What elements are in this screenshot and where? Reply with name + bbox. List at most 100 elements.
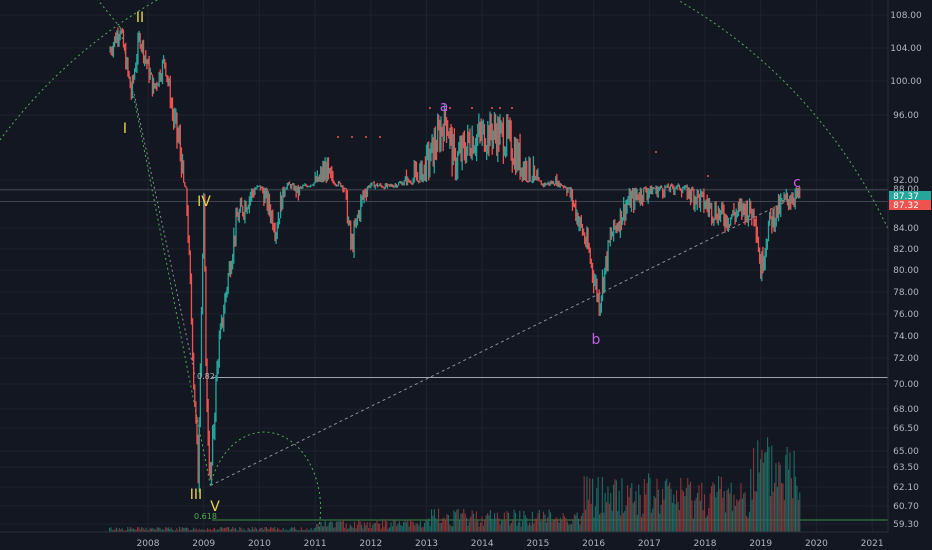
volume-bar (123, 530, 125, 532)
volume-bar (435, 517, 437, 532)
volume-bar (166, 527, 168, 532)
volume-bar (579, 524, 581, 532)
volume-bar (419, 521, 421, 532)
volume-bar (723, 490, 725, 532)
volume-bar (347, 528, 349, 532)
volume-bar (768, 446, 770, 532)
volume-bar (145, 527, 147, 532)
volume-bar (463, 508, 465, 532)
volume-bar (209, 529, 211, 532)
volume-bar (600, 512, 602, 532)
annotation-label: 0.618 (194, 512, 217, 521)
volume-bar (195, 528, 197, 532)
x-tick-label: 2013 (415, 539, 438, 549)
volume-bar (566, 521, 568, 532)
volume-bar (253, 529, 255, 532)
volume-bar (334, 527, 336, 532)
y-tick-label: 66.50 (893, 424, 919, 434)
volume-bar (635, 491, 637, 532)
volume-bar (302, 529, 304, 532)
volume-bar (753, 448, 755, 532)
y-tick-label: 65.00 (893, 447, 919, 457)
volume-bar (628, 496, 630, 532)
volume-bar (617, 511, 619, 532)
volume-bar (692, 518, 694, 532)
volume-bar (667, 486, 669, 532)
marker-dot (491, 107, 493, 109)
volume-bar (449, 524, 451, 532)
y-tick-label: 76.00 (893, 310, 919, 320)
volume-bar (712, 482, 714, 532)
volume-bar (751, 499, 753, 532)
volume-bars (109, 437, 801, 532)
wave-label: V (210, 499, 220, 515)
volume-bar (706, 515, 708, 532)
volume-bar (680, 477, 682, 532)
volume-bar (187, 528, 189, 532)
volume-bar (291, 527, 293, 532)
volume-bar (377, 523, 379, 532)
volume-bar (734, 505, 736, 532)
volume-bar (257, 530, 259, 532)
volume-bar (786, 447, 788, 532)
volume-bar (299, 530, 301, 532)
volume-bar (606, 502, 608, 532)
volume-bar (344, 527, 346, 532)
volume-bar (201, 529, 203, 532)
volume-bar (286, 530, 288, 532)
volume-bar (348, 527, 350, 532)
volume-bar (260, 527, 262, 532)
volume-bar (611, 510, 613, 532)
volume-bar (397, 524, 399, 532)
volume-bar (726, 490, 728, 532)
volume-bar (124, 530, 126, 532)
volume-bar (295, 528, 297, 532)
volume-bar (426, 520, 428, 532)
volume-bar (607, 486, 609, 532)
volume-bar (502, 519, 504, 532)
volume-bar (568, 524, 570, 532)
volume-bar (775, 463, 777, 532)
volume-bar (396, 526, 398, 532)
volume-bar (655, 497, 657, 532)
volume-bar (580, 515, 582, 532)
volume-bar (174, 530, 176, 532)
volume-bar (718, 475, 720, 532)
volume-bar (604, 493, 606, 532)
volume-bar (116, 527, 118, 532)
marker-dot (449, 107, 451, 109)
volume-bar (366, 522, 368, 532)
volume-bar (382, 520, 384, 532)
wave-label: c (793, 175, 801, 191)
volume-bar (641, 517, 643, 532)
volume-bar (730, 482, 732, 532)
volume-bar (443, 517, 445, 532)
volume-bar (438, 508, 440, 532)
volume-bar (582, 513, 584, 532)
volume-bar (529, 522, 531, 532)
volume-bar (265, 526, 267, 532)
volume-bar (355, 528, 357, 532)
volume-bar (683, 491, 685, 532)
volume-bar (384, 519, 386, 532)
price-badge-label: 87.37 (893, 192, 919, 202)
price-axis-bg (888, 0, 932, 550)
volume-bar (571, 524, 573, 532)
volume-bar (218, 529, 220, 532)
volume-bar (167, 527, 169, 532)
time-axis[interactable]: 2008 2009 2010 2011 2012 2013 2014 2015 2016 2017… (0, 531, 932, 550)
volume-bar (618, 490, 620, 532)
y-tick-label: 82.00 (893, 245, 919, 255)
volume-bar (307, 530, 309, 532)
volume-bar (733, 494, 735, 532)
x-tick-label: 2012 (359, 539, 382, 549)
volume-bar (422, 526, 424, 532)
volume-bar (765, 451, 767, 532)
volume-bar (453, 510, 455, 532)
volume-bar (183, 527, 185, 532)
volume-bar (562, 513, 564, 532)
volume-bar (523, 510, 525, 532)
marker-dot (499, 107, 501, 109)
